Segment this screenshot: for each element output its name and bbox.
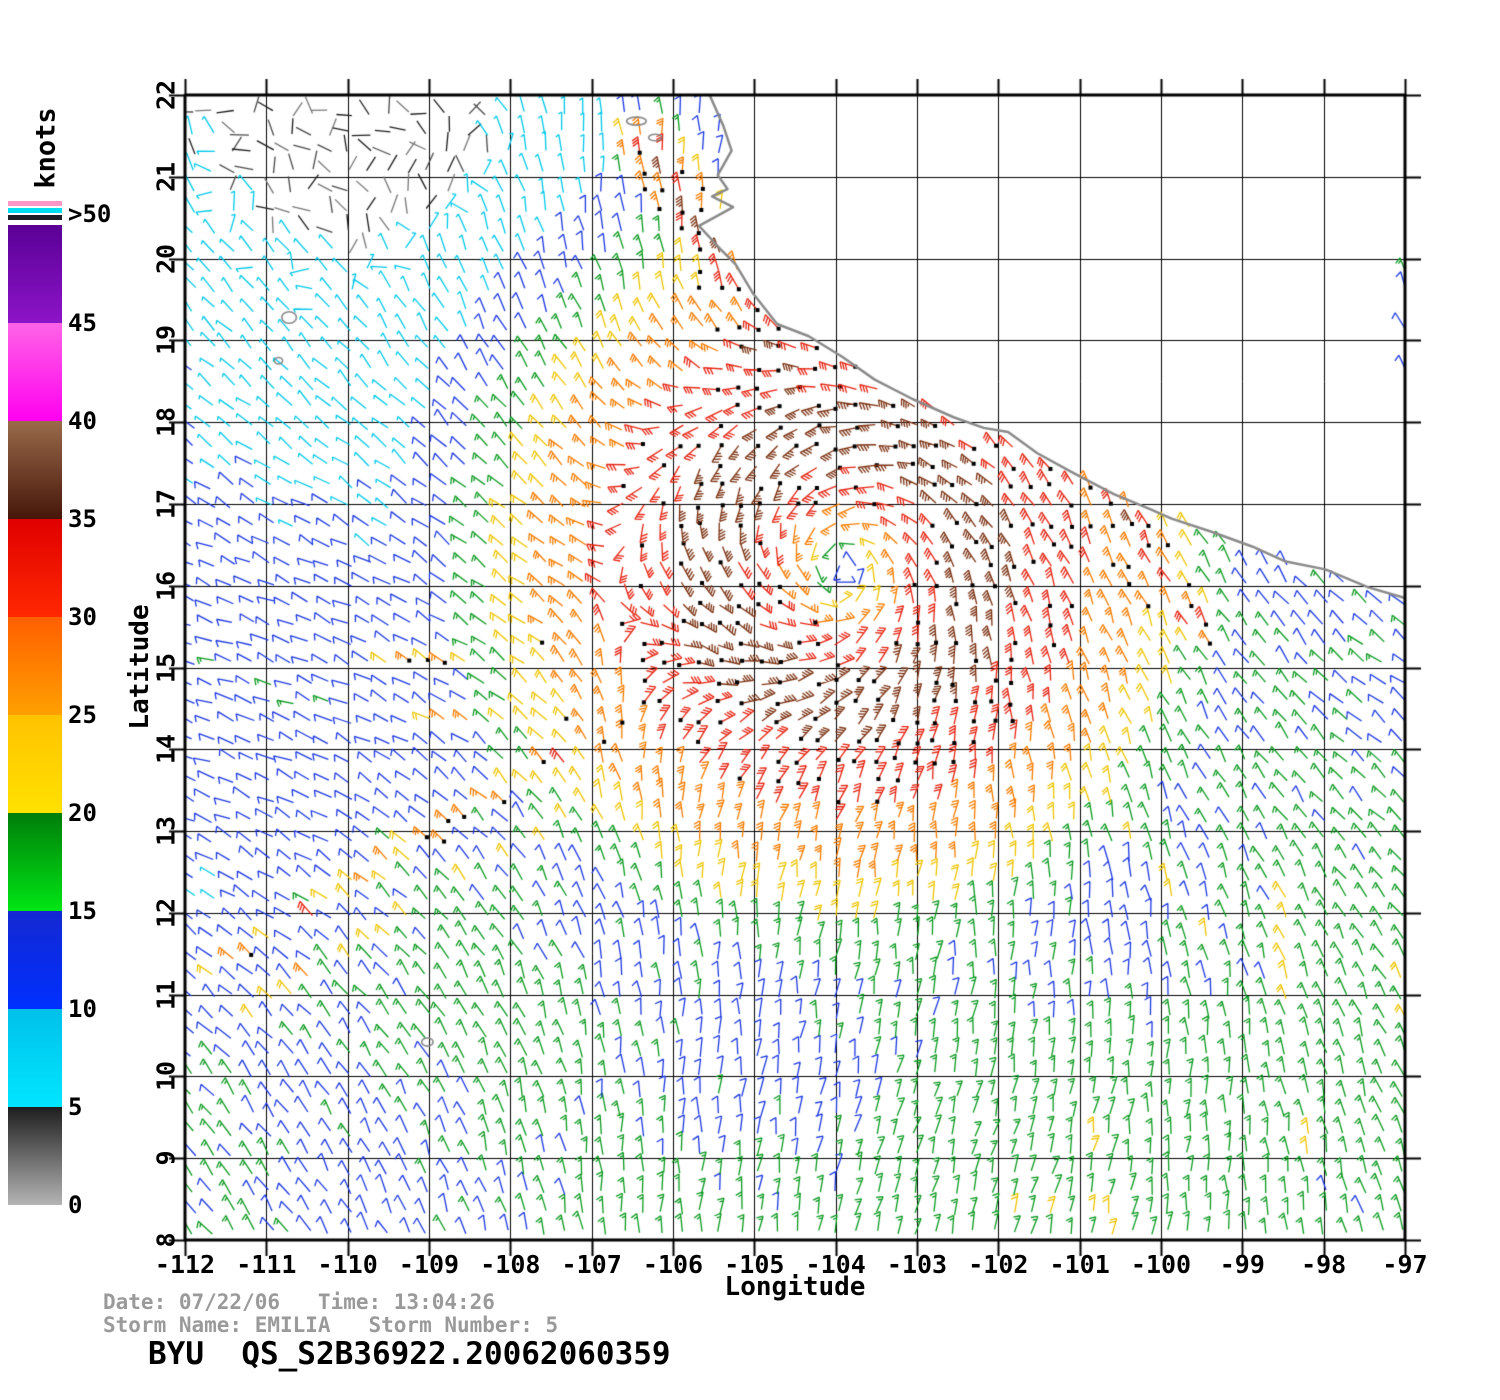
storm-name-line: Storm Name: EMILIA Storm Number: 5: [103, 1313, 559, 1337]
colorbar-tick-label: 40: [68, 407, 97, 435]
colorbar-overflow-strip: [8, 215, 62, 220]
colorbar-tick-label: 15: [68, 897, 97, 925]
colorbar-segment: [8, 1009, 62, 1107]
x-tick-label: -98: [1301, 1250, 1347, 1279]
y-tick-label: 18: [151, 407, 181, 438]
y-tick-label: 16: [151, 570, 181, 601]
colorbar-tick-label: 20: [68, 799, 97, 827]
x-tick-label: -107: [561, 1250, 622, 1279]
x-tick-label: -110: [317, 1250, 378, 1279]
colorbar-overflow-strip: [8, 201, 62, 206]
colorbar-segment: [8, 1107, 62, 1205]
x-tick-label: -101: [1049, 1250, 1110, 1279]
x-tick-label: -102: [968, 1250, 1029, 1279]
y-tick-label: 20: [151, 243, 181, 274]
colorbar-segment: [8, 421, 62, 519]
x-tick-label: -99: [1219, 1250, 1265, 1279]
colorbar-title: knots: [30, 107, 62, 189]
colorbar-segment: [8, 323, 62, 421]
colorbar-segment: [8, 617, 62, 715]
x-tick-label: -100: [1130, 1250, 1192, 1279]
x-tick-label: -109: [398, 1250, 460, 1279]
colorbar-tick-label: 5: [68, 1093, 83, 1121]
x-tick-label: -104: [805, 1250, 866, 1279]
colorbar-segment: [8, 519, 62, 617]
colorbar-segment: [8, 225, 62, 323]
colorbar-segment: [8, 715, 62, 813]
colorbar-segment: [8, 911, 62, 1009]
x-tick-label: -111: [236, 1250, 297, 1279]
x-tick-label: -108: [480, 1250, 541, 1279]
colorbar-tick-label: 30: [68, 603, 97, 631]
x-axis-title: Longitude: [724, 1272, 866, 1302]
x-tick-label: -112: [154, 1250, 216, 1279]
x-tick-label: -105: [724, 1250, 785, 1279]
colorbar-tick-label: 10: [68, 995, 97, 1023]
colorbar-overflow-strip: [8, 208, 62, 213]
colorbar-segment: [8, 813, 62, 911]
colorbar-tick-label: >50: [68, 200, 112, 228]
colorbar-tick-label: 0: [68, 1191, 83, 1219]
x-tick-label: -103: [886, 1250, 948, 1279]
colorbar-tick-label: 25: [68, 701, 97, 729]
colorbar-tick-label: 45: [68, 309, 97, 337]
y-tick-label: 22: [151, 79, 181, 111]
y-axis-title: Latitude: [125, 604, 155, 730]
x-tick-label: -106: [642, 1250, 704, 1279]
date-time-line: Date: 07/22/06 Time: 13:04:26: [103, 1290, 495, 1314]
figure-title: BYU QS_S2B36922.20062060359: [148, 1336, 671, 1372]
y-tick-label: 10: [151, 1061, 181, 1092]
y-tick-label: 14: [151, 734, 181, 765]
colorbar-tick-label: 35: [68, 505, 97, 533]
y-tick-label: 17: [151, 488, 181, 519]
y-tick-label: 21: [151, 161, 181, 192]
y-tick-label: 8: [151, 1232, 181, 1248]
y-tick-label: 19: [151, 325, 181, 356]
y-tick-label: 11: [151, 979, 181, 1010]
y-tick-label: 9: [151, 1150, 181, 1166]
x-tick-label: -97: [1382, 1250, 1428, 1279]
y-tick-label: 15: [151, 652, 181, 683]
y-tick-label: 13: [151, 816, 181, 847]
y-tick-label: 12: [151, 897, 181, 928]
